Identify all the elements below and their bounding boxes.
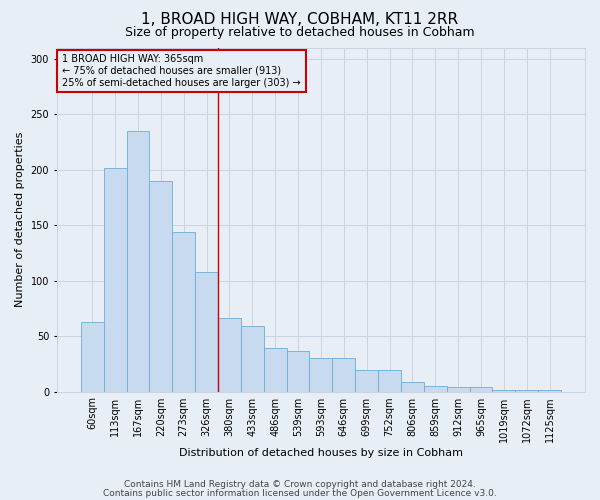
X-axis label: Distribution of detached houses by size in Cobham: Distribution of detached houses by size … — [179, 448, 463, 458]
Text: Contains public sector information licensed under the Open Government Licence v3: Contains public sector information licen… — [103, 488, 497, 498]
Bar — [104, 168, 127, 392]
Bar — [195, 272, 218, 392]
Bar — [424, 386, 446, 392]
Bar — [218, 318, 241, 392]
Bar — [332, 358, 355, 392]
Bar — [241, 326, 264, 392]
Bar — [446, 387, 470, 392]
Bar — [470, 387, 493, 392]
Bar — [538, 390, 561, 392]
Bar — [378, 370, 401, 392]
Bar — [493, 390, 515, 392]
Y-axis label: Number of detached properties: Number of detached properties — [15, 132, 25, 307]
Bar — [355, 370, 378, 392]
Bar — [149, 180, 172, 392]
Text: 1, BROAD HIGH WAY, COBHAM, KT11 2RR: 1, BROAD HIGH WAY, COBHAM, KT11 2RR — [142, 12, 458, 28]
Bar — [515, 390, 538, 392]
Bar — [310, 358, 332, 392]
Text: Contains HM Land Registry data © Crown copyright and database right 2024.: Contains HM Land Registry data © Crown c… — [124, 480, 476, 489]
Bar — [264, 348, 287, 392]
Bar — [172, 232, 195, 392]
Bar — [401, 382, 424, 392]
Bar — [127, 130, 149, 392]
Text: 1 BROAD HIGH WAY: 365sqm
← 75% of detached houses are smaller (913)
25% of semi-: 1 BROAD HIGH WAY: 365sqm ← 75% of detach… — [62, 54, 301, 88]
Bar — [287, 350, 310, 392]
Text: Size of property relative to detached houses in Cobham: Size of property relative to detached ho… — [125, 26, 475, 39]
Bar — [81, 322, 104, 392]
